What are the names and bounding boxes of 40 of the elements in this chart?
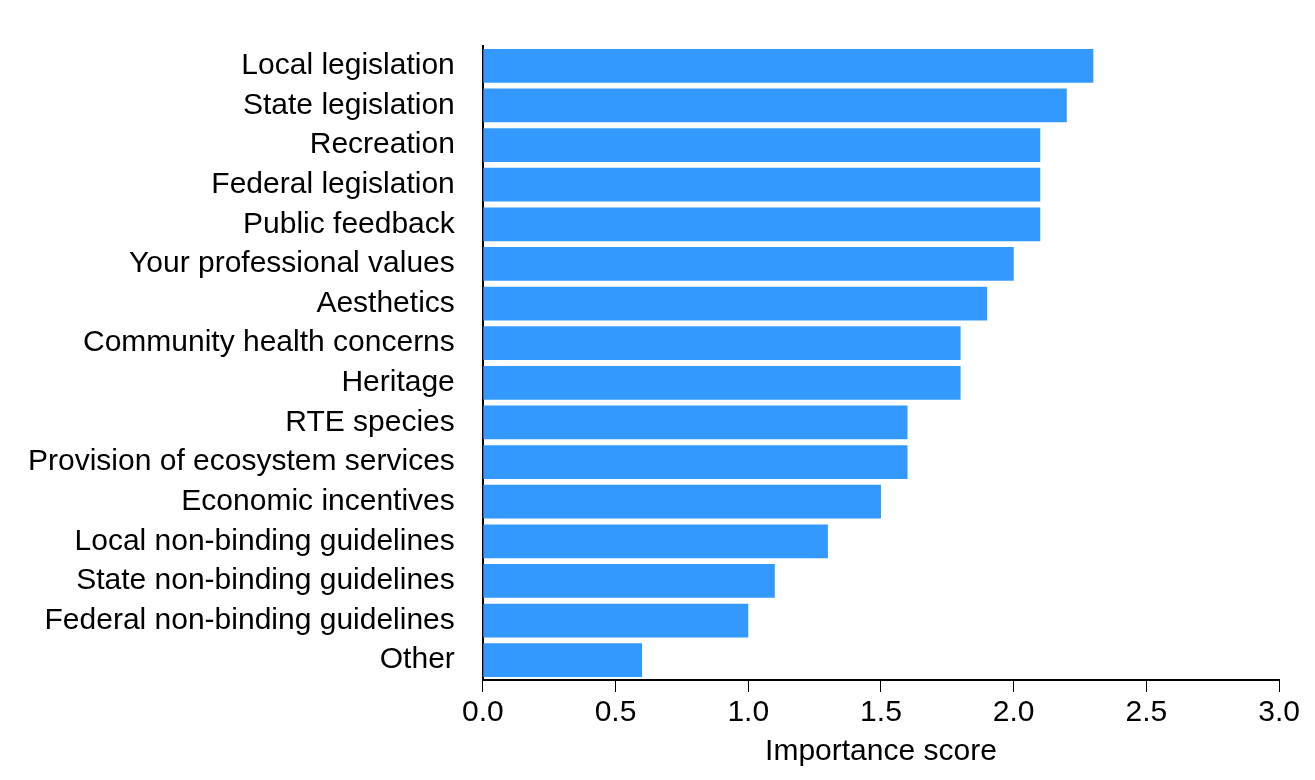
- bar: [483, 564, 775, 598]
- bar: [483, 167, 1041, 202]
- x-tick-label: 0.5: [594, 694, 637, 728]
- bar: [483, 286, 988, 321]
- y-tick-label: State legislation: [243, 86, 455, 120]
- x-tick-label: 3.0: [1258, 694, 1301, 728]
- y-tick-label: Aesthetics: [316, 284, 455, 318]
- bar: [483, 603, 749, 638]
- x-axis-title: Importance score: [765, 733, 997, 767]
- y-tick-label: Federal legislation: [211, 165, 455, 199]
- y-tick-label: Local non-binding guidelines: [74, 522, 455, 556]
- bar: [483, 484, 881, 519]
- y-tick-label: Your professional values: [129, 245, 455, 279]
- y-tick-label: Economic incentives: [181, 482, 455, 516]
- bar: [483, 524, 828, 559]
- x-tick-label: 0.0: [461, 694, 504, 728]
- y-tick-label: Heritage: [341, 364, 455, 398]
- y-tick-label: RTE species: [285, 403, 455, 437]
- bar: [483, 445, 908, 479]
- x-tick-label: 2.5: [1125, 694, 1168, 728]
- bar: [483, 48, 1094, 83]
- bar: [483, 326, 961, 361]
- y-tick-label: Federal non-binding guidelines: [44, 601, 455, 635]
- y-tick-label: Recreation: [309, 126, 455, 160]
- x-tick-label: 2.0: [992, 694, 1035, 728]
- x-tick-label: 1.5: [860, 694, 902, 728]
- y-tick-label: Local legislation: [241, 47, 455, 81]
- x-tick-label: 1.0: [727, 694, 770, 728]
- y-tick-label: Provision of ecosystem services: [28, 443, 455, 477]
- bar: [483, 128, 1041, 162]
- y-tick-label: Public feedback: [243, 205, 456, 239]
- y-tick-label: State non-binding guidelines: [76, 562, 455, 596]
- bar: [483, 405, 908, 440]
- bar: [483, 88, 1067, 123]
- y-tick-label: Community health concerns: [82, 324, 455, 358]
- y-tick-label: Other: [379, 641, 455, 675]
- bar: [483, 643, 643, 678]
- bar: [483, 365, 961, 400]
- bar: [483, 247, 1014, 281]
- bar: [483, 207, 1041, 242]
